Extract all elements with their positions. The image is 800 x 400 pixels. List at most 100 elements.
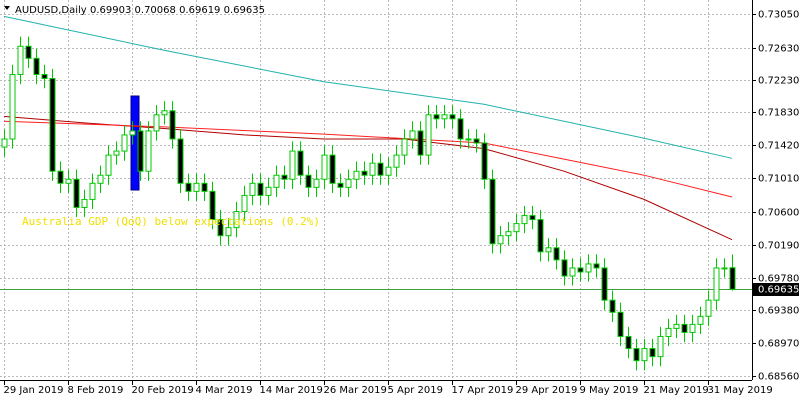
candle-body [593,263,600,269]
candle-body [553,247,560,261]
x-tick-label: 4 Mar 2019 [196,385,253,396]
candle-body [625,335,632,350]
candle-body [17,45,24,75]
candle-body [105,154,112,176]
candle-body [97,174,104,184]
candle-body [121,134,128,152]
candle-body [137,130,144,172]
candle-body [1,138,8,148]
candle-body [145,130,152,172]
candle-body [129,130,136,136]
x-tick-label: 31 May 2019 [708,385,773,396]
candle-body [249,182,256,196]
y-tick-label: 0.70190 [758,241,799,252]
candle-body [505,231,512,237]
candle-body [465,138,472,141]
y-tick-label: 0.69380 [758,306,799,317]
candle-body [577,267,584,273]
menu-arrow [4,6,10,10]
candle-body [257,182,264,196]
x-tick-label: 21 May 2019 [644,385,709,396]
candle-body [729,267,736,290]
candle-body [617,311,624,337]
candle-body [489,178,496,245]
candle-body [9,73,16,140]
candle-body [73,178,80,208]
candle-body [433,114,440,120]
candle-body [65,178,72,184]
x-tick-label: 17 Apr 2019 [452,385,514,396]
candle-body [33,57,40,75]
candle-body [241,194,248,213]
y-tick-label: 0.72630 [758,44,799,55]
candle-body [633,348,640,362]
candle-body [345,178,352,188]
candle-body [209,190,216,221]
x-tick-label: 9 May 2019 [580,385,639,396]
candle-body [217,219,224,237]
candle-body [161,110,168,116]
annotation: Australia GDP (QoQ) below expectations (… [22,215,320,228]
candle-body [561,259,568,277]
ohlc-values: 0.69903 0.70068 0.69619 0.69635 [90,5,265,16]
candle-body [409,130,416,140]
x-tick-label: 20 Feb 2019 [132,385,194,396]
x-tick-label: 26 Mar 2019 [324,385,387,396]
candle-body [201,182,208,192]
candle-body [297,150,304,176]
candle-body [641,348,648,362]
candle-body [113,150,120,156]
moving-average [3,15,733,159]
candle-body [697,315,704,325]
y-tick-label: 0.70600 [758,208,799,219]
candle-body [169,110,176,140]
candle-body [441,114,448,120]
candle-body [185,182,192,192]
candle-body [449,114,456,120]
candle-body [681,323,688,333]
candle-body [313,178,320,188]
candle-body [425,114,432,156]
y-tick-label: 0.71010 [758,174,799,185]
candle-body [57,170,64,184]
y-tick-label: 0.71830 [758,108,799,119]
candle-body [393,154,400,168]
current-price-label: 0.69635 [758,285,799,296]
candle-body [569,267,576,277]
candle-body [321,154,328,180]
candle-body [665,327,672,337]
candle-body [193,182,200,192]
candle-body [353,170,360,180]
candle-body [585,263,592,273]
candle-body [177,138,184,184]
candle-body [673,323,680,329]
candle-body [281,174,288,180]
candle-body [81,198,88,208]
candle-body [601,267,608,301]
candle-body [153,114,160,132]
x-tick-label: 29 Apr 2019 [516,385,578,396]
candle-body [513,223,520,233]
candle-body [497,235,504,245]
x-tick-label: 14 Mar 2019 [260,385,323,396]
candle-body [233,211,240,229]
candle-body [225,227,232,237]
candle-body [417,130,424,156]
x-tick-label: 8 Feb 2019 [68,385,124,396]
candle-body [481,142,488,180]
y-tick-label: 0.68560 [758,372,799,383]
candle-body [265,186,272,196]
y-tick-label: 0.71420 [758,141,799,152]
candle-body [289,150,296,180]
candle-body [41,73,48,80]
candle-body [689,323,696,333]
candle-body [609,299,616,313]
candle-body [25,45,32,59]
candle-body [657,335,664,358]
candle-body [521,215,528,225]
y-tick-label: 0.69780 [758,274,799,285]
candle-body [305,174,312,188]
current-price-box [753,283,799,296]
candle-body [337,182,344,188]
